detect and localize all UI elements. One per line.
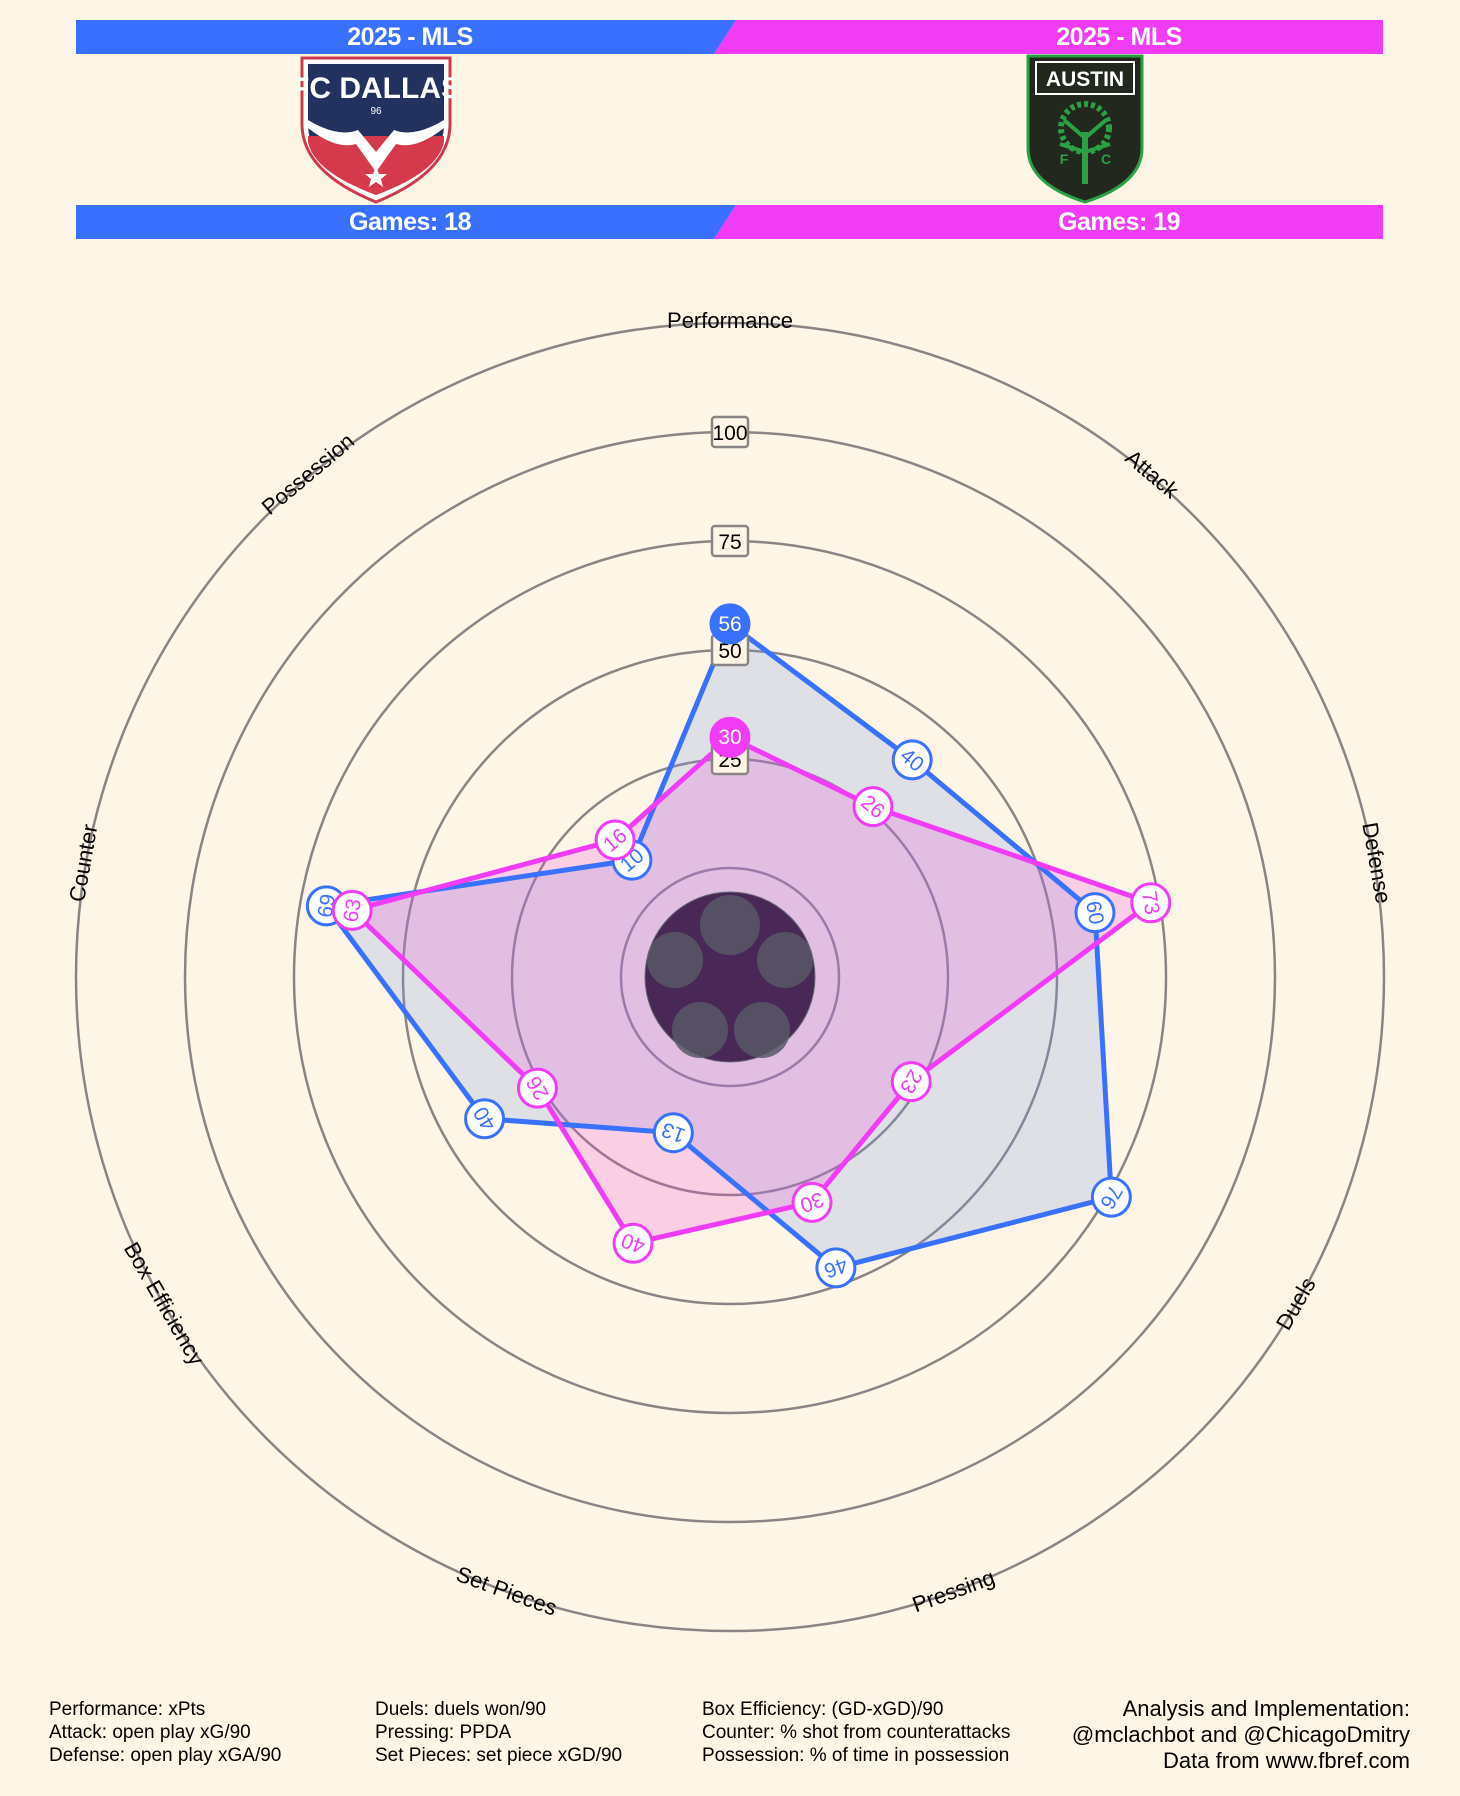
data-point — [890, 1061, 932, 1103]
data-point — [1074, 892, 1116, 934]
data-point — [852, 786, 894, 828]
tree-icon — [1058, 101, 1112, 184]
star-icon — [365, 166, 387, 187]
axis-label: Possession — [257, 428, 359, 519]
footer-line: Duels: duels won/90 — [375, 1699, 547, 1720]
fc-dallas-logo: FC DALLAS 96 — [298, 56, 454, 204]
banner-bar — [76, 205, 1383, 239]
credits-line: @mclachbot and @ChicagoDmitry — [1071, 1722, 1410, 1747]
axis-label: Pressing — [909, 1565, 998, 1618]
footer-col-1: Performance: xPts Attack: open play xG/9… — [49, 1698, 281, 1767]
logo-text: FC DALLAS — [298, 72, 454, 105]
footer-line: Box Efficiency: (GD-xGD)/90 — [702, 1699, 944, 1720]
austin-fc-logo: AUSTIN F C — [1026, 54, 1144, 204]
soccer-ball-icon — [644, 891, 816, 1063]
series-area — [352, 737, 1151, 1244]
data-point-label: 56 — [718, 613, 741, 636]
league-banner: 2025 - MLS 2025 - MLS — [76, 20, 1383, 54]
radar-ring — [619, 866, 841, 1088]
banner-bar — [76, 20, 1383, 54]
ring-label: 50 — [718, 640, 741, 663]
credits-line: Data from www.fbref.com — [1163, 1748, 1410, 1773]
footer-line: Defense: open play xGA/90 — [49, 1745, 282, 1766]
axis-label: Attack — [1121, 445, 1185, 504]
data-point — [815, 1247, 857, 1289]
logo-number: 96 — [370, 106, 382, 117]
series-layer — [323, 621, 1154, 1271]
axis-label: Counter — [64, 822, 102, 903]
footer-line: Performance: xPts — [49, 1699, 206, 1720]
data-point — [331, 889, 373, 931]
data-point-label: 63 — [339, 897, 366, 924]
series-area — [326, 623, 1112, 1268]
games-banner: Games: 18 Games: 19 — [76, 205, 1383, 239]
footer-line: Set Pieces: set piece xGD/90 — [375, 1745, 623, 1766]
ring-label: 75 — [718, 531, 741, 554]
right-league-label: 2025 - MLS — [1056, 23, 1182, 51]
left-league-label: 2025 - MLS — [347, 23, 473, 51]
footer-line: Possession: % of time in possession — [702, 1745, 1010, 1766]
axis-label: Defense — [1357, 820, 1396, 905]
data-point — [652, 1112, 694, 1154]
axis-label: Performance — [667, 308, 793, 333]
data-point-label: 60 — [1081, 899, 1108, 926]
radar-ring — [74, 321, 1386, 1633]
ring-label-box — [710, 415, 750, 449]
data-point — [1090, 1176, 1132, 1218]
axis-label: Box Efficiency — [119, 1238, 210, 1370]
footer-line: Pressing: PPDA — [375, 1722, 512, 1743]
data-point — [516, 1067, 558, 1109]
logo-text: AUSTIN — [1046, 68, 1124, 91]
credits-line: Analysis and Implementation: — [1122, 1696, 1410, 1721]
data-point — [709, 716, 751, 758]
data-point — [1130, 882, 1172, 924]
footer-col-3: Box Efficiency: (GD-xGD)/90 Counter: % s… — [702, 1698, 1010, 1767]
data-point — [891, 739, 933, 781]
footer-line: Attack: open play xG/90 — [49, 1722, 251, 1743]
data-point-label: 73 — [1137, 889, 1164, 916]
footer-line: Counter: % shot from counterattacks — [702, 1722, 1011, 1743]
logo-letter-f: F — [1060, 151, 1069, 167]
data-point — [594, 819, 636, 861]
right-games-label: Games: 19 — [1058, 208, 1180, 236]
footer-col-2: Duels: duels won/90 Pressing: PPDA Set P… — [375, 1698, 622, 1767]
data-point — [464, 1098, 506, 1140]
left-games-label: Games: 18 — [349, 208, 471, 236]
series-line — [323, 621, 1114, 1271]
data-point — [791, 1181, 833, 1223]
logo-letter-c: C — [1101, 151, 1111, 167]
data-point — [612, 1222, 654, 1264]
data-point — [709, 603, 751, 645]
ring-label-box — [710, 524, 750, 558]
axis-label: Set Pieces — [453, 1561, 560, 1620]
ring-label: 100 — [712, 422, 747, 445]
axis-label: Duels — [1271, 1273, 1321, 1334]
series-line — [349, 734, 1154, 1246]
credits: Analysis and Implementation: @mclachbot … — [1072, 1696, 1410, 1774]
data-point-label: 30 — [718, 726, 741, 749]
